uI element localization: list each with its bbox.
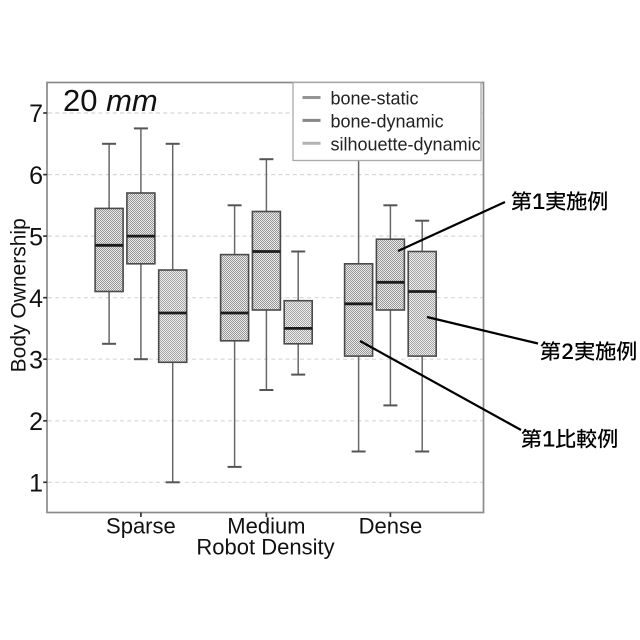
svg-text:6: 6 [29,162,43,190]
svg-text:3: 3 [29,346,43,374]
svg-text:4: 4 [29,285,43,313]
svg-text:Medium: Medium [227,514,305,539]
svg-text:20 mm: 20 mm [63,83,158,118]
svg-text:silhouette-dynamic: silhouette-dynamic [331,134,481,154]
svg-text:bone-dynamic: bone-dynamic [331,111,444,131]
svg-text:2: 2 [29,408,43,436]
svg-text:Body Ownership: Body Ownership [8,218,31,372]
svg-text:Dense: Dense [359,514,423,539]
svg-text:Robot Density: Robot Density [196,535,334,560]
svg-text:1: 1 [29,470,43,498]
svg-text:Sparse: Sparse [106,514,176,539]
svg-text:bone-static: bone-static [331,89,419,109]
svg-text:5: 5 [29,223,43,251]
svg-text:7: 7 [29,100,43,128]
